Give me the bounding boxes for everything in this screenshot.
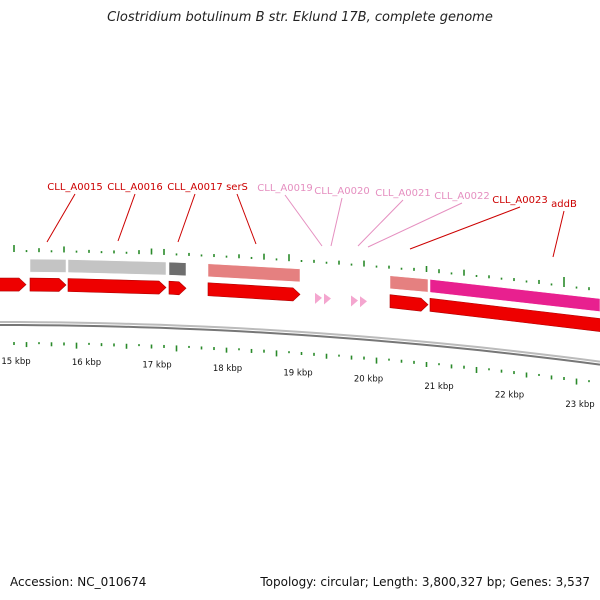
axis-tick-label: 17 kbp [142, 360, 171, 370]
gene-label: CLL_A0015 [47, 182, 102, 193]
genome-title: Clostridium botulinum B str. Eklund 17B,… [107, 10, 493, 25]
gc-skew-track-bottom [13, 342, 590, 385]
genome-summary-text: Topology: circular; Length: 3,800,327 bp… [260, 575, 590, 589]
gene-block [29, 258, 67, 273]
genome-backbone [0, 321, 600, 366]
leader-line [177, 193, 196, 243]
gene-label: CLL_A0017 [167, 182, 222, 193]
leader-line [409, 206, 521, 250]
axis-tick-label: 18 kbp [213, 364, 242, 374]
gene-block [67, 259, 167, 276]
axis-tick-label: 19 kbp [283, 369, 312, 379]
leader-line [236, 193, 257, 245]
cds-arrow [29, 277, 67, 292]
leader-line [284, 194, 323, 247]
gene-label: CLL_A0016 [107, 182, 162, 193]
cds-arrow [389, 294, 429, 312]
cds-arrow [429, 298, 600, 332]
axis-tick-label: 23 kbp [565, 400, 594, 410]
leader-line [46, 193, 76, 243]
axis-ticks: 15 kbp 16 kbp 17 kbp 18 kbp 19 kbp 20 kbp 21 k… [1, 357, 594, 410]
gene-label: CLL_A0020 [314, 186, 369, 197]
gene-block [389, 275, 429, 293]
leader-line [367, 202, 463, 248]
gene-label: addB [551, 199, 577, 210]
gene-label: serS [226, 182, 248, 193]
axis-tick-label: 15 kbp [1, 357, 30, 367]
leader-line [357, 199, 404, 247]
axis-tick-label: 16 kbp [72, 358, 101, 368]
trna-arrow [315, 292, 322, 304]
leader-line [330, 197, 343, 247]
backbone-line-outer [0, 324, 600, 366]
gene-block [168, 261, 187, 277]
axis-tick-label: 22 kbp [495, 390, 524, 400]
leader-line [117, 193, 136, 242]
trna-arrow [351, 295, 358, 307]
trna-arrow [360, 296, 367, 308]
gene-labels: CLL_A0015 CLL_A0016 CLL_A0017 serS CLL_A0019… [47, 182, 577, 210]
label-leader-lines [46, 193, 565, 258]
cds-arrow [207, 282, 301, 302]
gene-label: CLL_A0021 [375, 188, 430, 199]
gene-block [429, 279, 600, 312]
gene-label: CLL_A0022 [434, 191, 489, 202]
backbone-line-inner [0, 321, 600, 363]
cds-arrow [0, 277, 27, 292]
axis-tick-label: 20 kbp [354, 375, 383, 385]
trna-arrow [324, 293, 331, 305]
cds-track [0, 277, 600, 332]
accession-text: Accession: NC_010674 [10, 575, 147, 589]
gc-skew-track-top [13, 245, 590, 291]
gene-block [207, 263, 301, 283]
cds-arrow [168, 280, 187, 296]
gene-label: CLL_A0023 [492, 195, 547, 206]
gene-label: CLL_A0019 [257, 183, 312, 194]
axis-tick-label: 21 kbp [424, 382, 453, 392]
leader-line [552, 210, 565, 258]
cds-arrow [67, 278, 167, 295]
gene-track [29, 258, 600, 312]
